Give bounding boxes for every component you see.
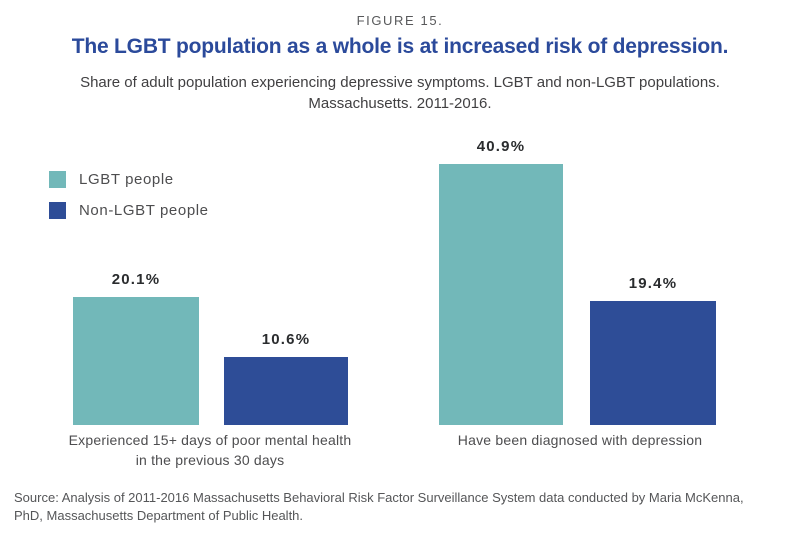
legend-swatch-lgbt-icon [49, 171, 66, 188]
figure-subtitle-line1: Share of adult population experiencing d… [80, 74, 720, 91]
legend-item-lgbt: LGBT people [49, 171, 209, 188]
legend-label-lgbt: LGBT people [79, 171, 174, 188]
figure-subtitle: Share of adult population experiencing d… [0, 72, 800, 114]
chart-legend: LGBT people Non-LGBT people [49, 171, 209, 233]
category-label-group1: Experienced 15+ days of poor mental heal… [30, 430, 390, 471]
bar-group1-non-lgbt-rect [224, 357, 348, 425]
bar-group2-lgbt-rect [439, 164, 563, 425]
legend-label-non-lgbt: Non-LGBT people [79, 202, 209, 219]
legend-item-non-lgbt: Non-LGBT people [49, 202, 209, 219]
figure-subtitle-line2: Massachusetts. 2011-2016. [308, 95, 492, 112]
bar-value-label: 19.4% [628, 275, 678, 292]
bar-group2-lgbt: 40.9% [439, 138, 563, 425]
source-note: Source: Analysis of 2011-2016 Massachuse… [14, 490, 744, 524]
figure-label: FIGURE 15. [356, 13, 444, 28]
category-label-group1-line1: Experienced 15+ days of poor mental heal… [68, 432, 352, 448]
bar-value-label: 40.9% [476, 138, 526, 155]
bar-group2-non-lgbt: 19.4% [590, 275, 716, 425]
bar-group2-non-lgbt-rect [590, 301, 716, 425]
category-label-group1-line2: in the previous 30 days [135, 452, 285, 469]
bar-group1-non-lgbt: 10.6% [224, 331, 348, 425]
bar-group1-lgbt-rect [73, 297, 199, 425]
bar-value-label: 10.6% [261, 331, 311, 348]
bar-value-label: 20.1% [111, 271, 161, 288]
legend-swatch-non-lgbt-icon [49, 202, 66, 219]
category-label-group2: Have been diagnosed with depression [457, 432, 703, 448]
figure-title: The LGBT population as a whole is at inc… [71, 35, 729, 58]
bar-group1-lgbt: 20.1% [73, 271, 199, 425]
